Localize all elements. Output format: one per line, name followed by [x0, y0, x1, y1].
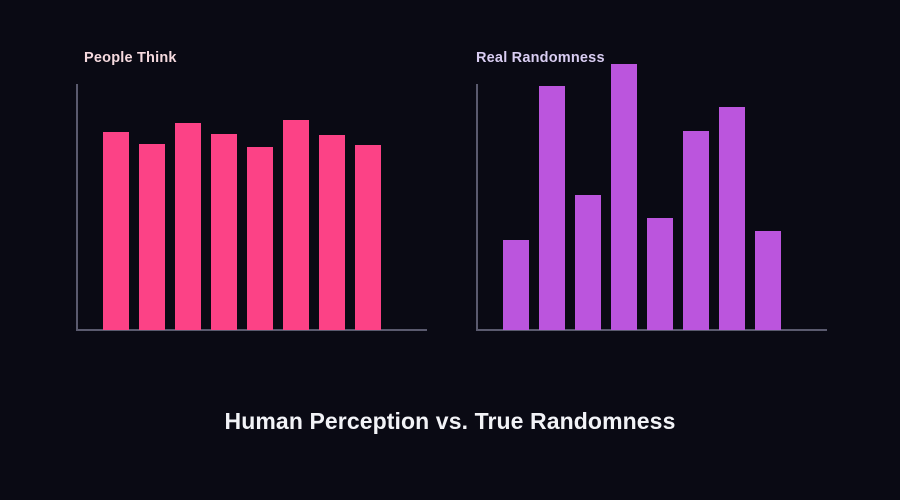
chart-panel-real-randomness: Real Randomness — [400, 0, 850, 360]
bar-real-randomness-2 — [539, 86, 565, 330]
bar-people-think-2 — [139, 144, 165, 330]
bar-real-randomness-7 — [719, 107, 745, 330]
bar-real-randomness-3 — [575, 195, 601, 330]
plot-area-right — [400, 0, 850, 360]
bar-real-randomness-1 — [503, 240, 529, 330]
chart-title-real-randomness: Real Randomness — [476, 50, 605, 66]
figure-title: Human Perception vs. True Randomness — [224, 408, 676, 434]
bar-people-think-4 — [211, 134, 237, 330]
x-axis-left — [76, 329, 427, 331]
y-axis-right — [476, 84, 478, 331]
bar-people-think-3 — [175, 123, 201, 330]
bar-people-think-7 — [319, 135, 345, 330]
bar-people-think-8 — [355, 145, 381, 330]
bar-people-think-1 — [103, 132, 129, 330]
y-axis-left — [76, 84, 78, 331]
chart-panel-people-think: People Think — [0, 0, 450, 360]
bar-real-randomness-4 — [611, 64, 637, 330]
chart-title-people-think: People Think — [84, 50, 177, 66]
bar-real-randomness-8 — [755, 231, 781, 330]
bar-people-think-5 — [247, 147, 273, 330]
x-axis-right — [476, 329, 827, 331]
bar-real-randomness-6 — [683, 131, 709, 330]
bar-people-think-6 — [283, 120, 309, 330]
bar-real-randomness-5 — [647, 218, 673, 330]
plot-area-left — [0, 0, 450, 360]
